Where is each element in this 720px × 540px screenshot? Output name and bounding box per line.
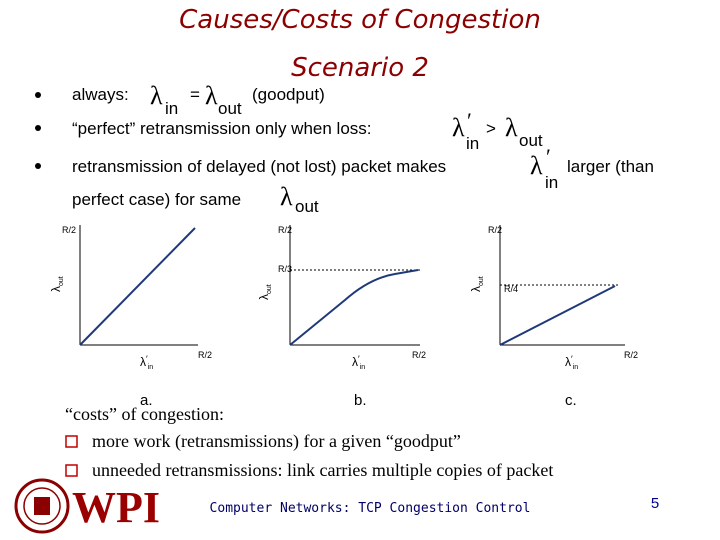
seal-shield <box>34 497 50 515</box>
lambda: λ <box>469 286 483 292</box>
item-marker <box>65 464 78 477</box>
curve <box>499 285 616 346</box>
prime: ′ <box>358 354 360 364</box>
item-marker <box>65 435 78 448</box>
costs-item: unneeded retransmissions: link carries m… <box>92 460 553 480</box>
bullet-text: “perfect” retransmission only when loss: <box>72 119 372 138</box>
graph-c: R/2 R/4 λout λ′in R/2 c. <box>469 225 638 409</box>
caption: c. <box>565 392 577 409</box>
y-axis-label: λout <box>49 276 65 292</box>
prime: ′ <box>467 108 472 133</box>
subscript: in <box>165 99 178 118</box>
bullet-text: always: <box>72 85 129 104</box>
curve <box>79 227 196 346</box>
lambda: λ <box>140 355 146 369</box>
y-top-label: R/2 <box>488 225 502 235</box>
lambda: λ <box>257 294 271 300</box>
graph-b: R/2 R/3 λout λ′in R/2 b. <box>257 225 426 409</box>
costs-item: more work (retransmissions) for a given … <box>92 431 461 452</box>
caption: b. <box>354 392 367 409</box>
operator: = <box>190 85 200 104</box>
caption: a. <box>140 392 153 409</box>
lambda: λ <box>150 81 163 110</box>
subscript: out <box>519 131 543 150</box>
logo-text: WPI <box>72 483 160 532</box>
footer-course: Computer Networks: TCP Congestion Contro… <box>210 501 531 516</box>
bullet-text: perfect case) for same <box>72 190 241 209</box>
prime: ′ <box>546 144 551 169</box>
costs-heading: “costs” of congestion: <box>65 404 224 424</box>
logo: WPI <box>14 478 160 534</box>
lambda: λ <box>280 182 293 211</box>
y-top-label: R/2 <box>278 225 292 235</box>
y-axis-label: λout <box>469 276 485 292</box>
lambda: λ <box>505 113 518 142</box>
y-top-label: R/2 <box>62 225 76 235</box>
subscript: in <box>573 364 579 371</box>
x-end-label: R/2 <box>624 350 638 360</box>
seal-inner <box>23 487 61 525</box>
lambda: λ <box>452 113 465 142</box>
x-axis-label: λ′in <box>140 354 153 371</box>
lambda: λ <box>352 355 358 369</box>
subscript: out <box>58 276 65 286</box>
x-end-label: R/2 <box>198 350 212 360</box>
y-axis-label: λout <box>257 284 273 300</box>
bullet-text: retransmission of delayed (not lost) pac… <box>72 157 446 176</box>
bullet-dot <box>35 125 41 131</box>
limit-label: R/3 <box>278 264 292 274</box>
graph-a: R/2 λout λ′in R/2 a. <box>49 225 212 409</box>
subscript: in <box>545 173 558 192</box>
subscript: out <box>478 276 485 286</box>
title: Causes/Costs of Congestion <box>179 5 541 35</box>
lambda: λ <box>530 151 543 180</box>
limit-label: R/4 <box>504 284 518 294</box>
lambda: λ <box>205 81 218 110</box>
bullet-dot <box>35 92 41 98</box>
x-end-label: R/2 <box>412 350 426 360</box>
bullet-text: larger (than <box>567 157 654 176</box>
subtitle: Scenario 2 <box>291 53 429 83</box>
subscript: in <box>466 134 479 153</box>
x-axis-label: λ′in <box>352 354 365 371</box>
curve <box>289 269 419 346</box>
lambda: λ <box>49 286 63 292</box>
lambda: λ <box>565 355 571 369</box>
x-axis-label: λ′in <box>565 354 578 371</box>
page-number: 5 <box>651 495 659 512</box>
prime: ′ <box>571 354 573 364</box>
operator: > <box>486 119 496 138</box>
subscript: out <box>295 197 319 216</box>
bullet-text: (goodput) <box>252 85 325 104</box>
subscript: in <box>148 364 154 371</box>
bullet-dot <box>35 163 41 169</box>
prime: ′ <box>146 354 148 364</box>
subscript: in <box>360 364 366 371</box>
subscript: out <box>218 99 242 118</box>
subscript: out <box>266 284 273 294</box>
